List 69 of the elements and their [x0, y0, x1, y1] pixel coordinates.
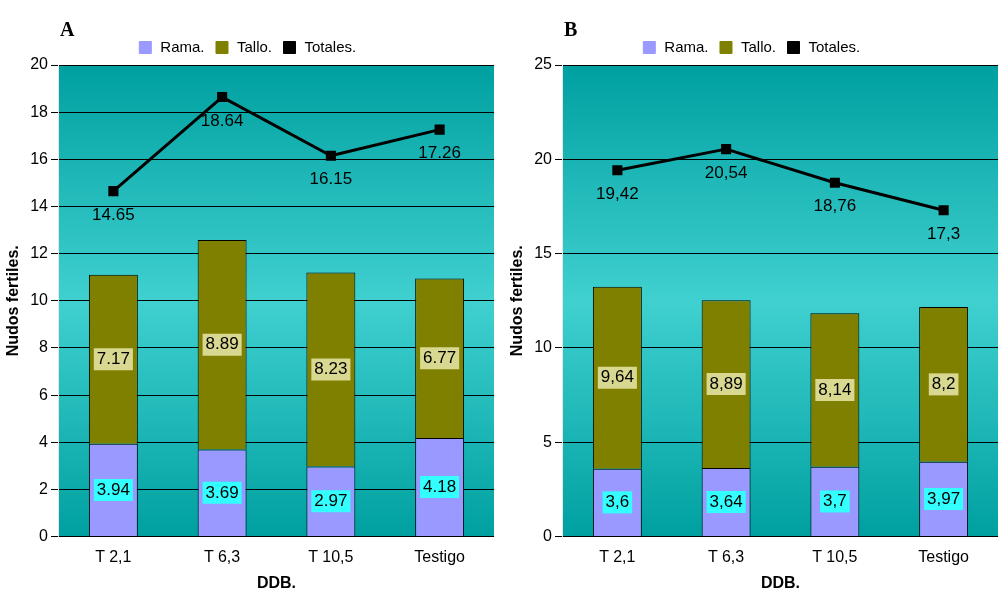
y-tick-label: 16 [30, 149, 49, 167]
y-tick-label: 14 [30, 196, 49, 214]
y-tick-label: 5 [543, 432, 553, 450]
y-axis-title: Nudos fertiles. [4, 245, 22, 357]
data-label: 19,42 [596, 183, 639, 203]
data-label: 7.17 [96, 348, 130, 368]
data-label: 3,7 [823, 491, 847, 511]
chart-title: B [564, 18, 578, 41]
x-tick-label: T 6,3 [204, 547, 241, 565]
x-tick-label: T 2,1 [599, 547, 636, 565]
data-label: 3,64 [709, 491, 743, 511]
x-tick-label: T 6,3 [708, 547, 745, 565]
x-tick-label: Testigo [414, 547, 466, 565]
point [325, 150, 336, 161]
data-label: 3,97 [927, 488, 961, 508]
data-label: 17.26 [418, 143, 461, 163]
legend-label: Rama. [160, 37, 205, 55]
data-label: 3.94 [96, 479, 130, 499]
x-tick-label: T 10,5 [812, 547, 858, 565]
point [217, 92, 228, 103]
data-label: 8.23 [314, 359, 348, 379]
y-tick-label: 0 [39, 527, 49, 545]
point [829, 177, 840, 188]
data-label: 2.97 [314, 491, 348, 511]
data-label: 18,76 [813, 196, 857, 216]
data-label: 18.64 [200, 110, 244, 130]
chart-title: A [60, 18, 75, 41]
point [612, 165, 623, 176]
data-label: 8.89 [205, 334, 239, 354]
point [434, 124, 445, 135]
y-tick-label: 6 [39, 385, 49, 403]
legend-label: Tallo. [236, 37, 273, 55]
y-tick-label: 18 [30, 102, 49, 120]
y-tick-label: 10 [30, 291, 49, 309]
data-label: 8,14 [818, 379, 852, 399]
x-tick-label: T 2,1 [95, 547, 132, 565]
data-label: 4.18 [423, 476, 457, 496]
data-label: 16.15 [309, 169, 353, 189]
x-axis-title: DDB. [256, 573, 297, 591]
data-label: 14.65 [92, 204, 135, 224]
x-tick-label: Testigo [918, 547, 970, 565]
point [108, 186, 119, 197]
point [938, 205, 949, 216]
data-label: 9,64 [600, 367, 634, 387]
legend-label: Totales. [808, 37, 861, 55]
data-label: 3.69 [205, 482, 239, 502]
y-axis-title: Nudos fertiles. [508, 245, 526, 357]
y-tick-label: 20 [534, 149, 553, 167]
y-tick-label: 15 [534, 244, 553, 262]
legend-label: Tallo. [740, 37, 777, 55]
y-tick-label: 4 [39, 432, 49, 450]
data-label: 8,89 [709, 373, 743, 393]
x-axis-title: DDB. [760, 573, 801, 591]
data-label: 3,6 [605, 492, 630, 512]
legend-label: Totales. [304, 37, 357, 55]
legend-label: Rama. [664, 37, 709, 55]
y-tick-label: 8 [39, 338, 49, 356]
y-tick-label: 0 [543, 527, 553, 545]
data-label: 17,3 [927, 223, 961, 243]
y-tick-label: 20 [30, 55, 49, 73]
data-label: 8,2 [931, 374, 956, 394]
data-label: 20,54 [704, 162, 748, 182]
x-tick-label: T 10,5 [308, 547, 354, 565]
y-tick-label: 25 [534, 55, 553, 73]
y-tick-label: 12 [30, 244, 49, 262]
y-tick-label: 10 [534, 338, 553, 356]
point [721, 144, 732, 155]
y-tick-label: 2 [39, 479, 49, 497]
data-label: 6.77 [423, 347, 457, 367]
